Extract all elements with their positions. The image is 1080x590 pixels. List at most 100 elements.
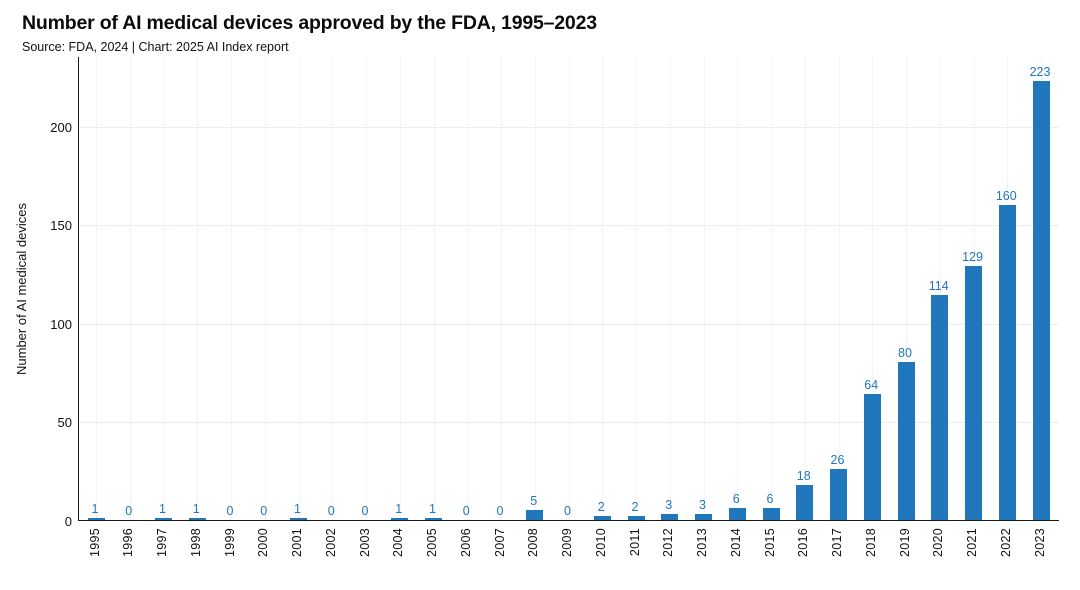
bar-value-label: 5 [530, 494, 538, 508]
v-gridline [939, 57, 941, 520]
bar-2010 [593, 516, 611, 520]
bar-value-label: 64 [864, 378, 879, 392]
bar-value-label: 0 [564, 504, 571, 518]
x-tick-label: 2016 [796, 528, 811, 558]
bar-value-label: 0 [462, 504, 470, 518]
x-tick-label: 2008 [526, 528, 541, 558]
x-tick-label: 1995 [87, 528, 102, 558]
y-tick-label: 100 [50, 316, 72, 332]
v-gridline [838, 57, 840, 520]
bar-2005 [425, 518, 442, 520]
bar-1995 [87, 518, 105, 520]
bar-2020 [931, 295, 949, 520]
v-gridline [231, 57, 232, 520]
x-tick-label: 2007 [492, 528, 507, 558]
x-tick-label: 2005 [425, 528, 439, 558]
x-tick-label: 2000 [256, 528, 271, 558]
x-tick-label: 2023 [1032, 528, 1047, 558]
bar-value-label: 2 [597, 500, 605, 514]
x-tick-label: 2002 [323, 528, 338, 558]
x-tick-label: 2017 [830, 528, 844, 558]
x-tick-label: 2020 [931, 528, 946, 558]
bar-value-label: 1 [91, 502, 99, 516]
x-tick-label: 1996 [121, 528, 136, 558]
x-tick-label: 2003 [357, 528, 372, 558]
x-tick-label: 2015 [762, 528, 777, 558]
x-tick-label: 2018 [863, 528, 878, 558]
bar-value-label: 129 [962, 250, 983, 264]
bar-value-label: 1 [294, 502, 301, 516]
bar-2017 [830, 469, 847, 520]
v-gridline [669, 57, 671, 520]
chart-title: Number of AI medical devices approved by… [22, 12, 597, 34]
chart-subtitle: Source: FDA, 2024 | Chart: 2025 AI Index… [22, 40, 289, 54]
bar-2022 [998, 205, 1016, 520]
x-tick-label: 2022 [998, 528, 1013, 558]
v-gridline [197, 57, 199, 520]
x-tick-label: 2004 [391, 528, 406, 558]
x-tick-label: 1998 [188, 528, 203, 558]
x-tick-label: 2001 [290, 528, 304, 558]
bar-value-label: 6 [732, 492, 740, 506]
y-tick-label: 0 [64, 513, 72, 529]
bar-2015 [762, 508, 780, 520]
bar-1997 [155, 518, 172, 520]
x-tick-label: 2012 [661, 528, 676, 558]
plot-area [78, 57, 1059, 521]
v-gridline [534, 57, 536, 520]
bar-value-label: 223 [1029, 65, 1051, 79]
bar-2021 [965, 266, 982, 520]
bar-value-label: 0 [226, 504, 234, 518]
bar-2019 [897, 362, 915, 520]
bar-value-label: 0 [361, 504, 369, 518]
bar-value-label: 0 [260, 504, 268, 518]
bar-value-label: 3 [665, 498, 673, 512]
v-gridline [568, 57, 570, 520]
bar-2011 [627, 516, 645, 520]
bar-value-label: 1 [429, 502, 436, 516]
bar-2012 [661, 514, 679, 520]
v-gridline [636, 57, 637, 520]
bar-2014 [728, 508, 746, 520]
bar-value-label: 1 [159, 502, 166, 516]
bar-value-label: 0 [327, 504, 335, 518]
x-tick-label: 2021 [965, 528, 979, 558]
bar-value-label: 3 [699, 498, 706, 512]
bar-2023 [1032, 81, 1050, 520]
v-gridline [433, 57, 435, 520]
x-tick-label: 2019 [897, 528, 912, 558]
x-tick-label: 2009 [560, 528, 574, 558]
x-tick-label: 2011 [627, 528, 642, 557]
v-gridline [96, 57, 97, 520]
v-gridline [163, 57, 165, 520]
v-gridline [467, 57, 469, 520]
v-gridline [399, 57, 401, 520]
v-gridline [264, 57, 266, 520]
bar-value-label: 0 [125, 504, 133, 518]
x-tick-label: 1997 [155, 528, 169, 558]
bar-2016 [796, 485, 814, 520]
bar-value-label: 6 [766, 492, 774, 506]
v-gridline [804, 57, 806, 520]
bar-value-label: 18 [796, 469, 811, 483]
y-tick-label: 50 [57, 415, 72, 430]
x-tick-label: 2006 [458, 528, 473, 558]
bar-2001 [290, 518, 307, 520]
v-gridline [703, 57, 705, 520]
v-gridline [501, 57, 502, 520]
bar-value-label: 160 [995, 189, 1017, 203]
v-gridline [366, 57, 367, 520]
v-gridline [332, 57, 334, 520]
v-gridline [771, 57, 772, 520]
bar-2018 [863, 394, 881, 520]
bar-value-label: 1 [192, 502, 200, 516]
bar-value-label: 2 [631, 500, 639, 514]
y-tick-label: 150 [50, 218, 72, 233]
v-gridline [906, 57, 907, 520]
bar-value-label: 26 [830, 453, 845, 467]
bar-2004 [391, 518, 409, 520]
bar-value-label: 80 [898, 346, 912, 360]
v-gridline [737, 57, 739, 520]
v-gridline [298, 57, 300, 520]
bar-1998 [188, 518, 206, 520]
